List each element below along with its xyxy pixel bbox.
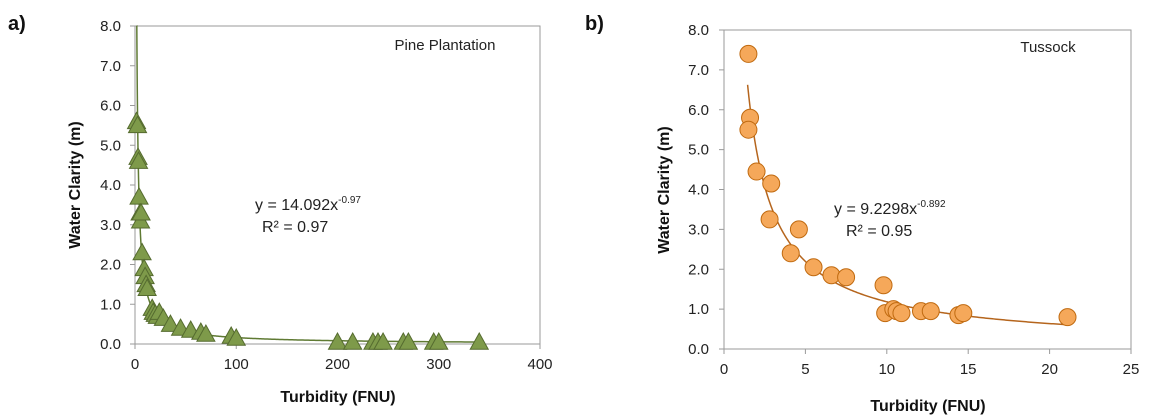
x-tick-label-a: 200 [325,356,350,373]
y-tick-label-a: 5.0 [100,137,121,154]
points-b [739,44,1077,327]
y-tick-label-a: 6.0 [100,98,121,115]
data-point-b [781,244,800,263]
data-point-b [954,304,973,323]
y-tick-label-a: 2.0 [100,257,121,274]
data-point-a [398,331,419,350]
data-point-a [469,331,490,350]
data-point-a [137,278,157,297]
plot-frame-a [134,25,541,345]
equation-a: y = 14.092x-0.97 [255,195,361,214]
data-point-a [160,314,181,332]
x-tick-label-b: 20 [1041,361,1058,378]
r-squared-a: R² = 0.97 [262,219,328,236]
y-tick-label-b: 7.0 [688,62,709,79]
y-tick-label-b: 6.0 [688,102,709,119]
x-tick-label-b: 25 [1123,361,1140,378]
data-point-b [892,304,911,323]
y-tick-label-b: 5.0 [688,142,709,159]
data-point-b [747,162,766,181]
equation-exponent-a: -0.97 [338,195,361,206]
y-tick-label-b: 4.0 [688,182,709,199]
panel-a: a) 0.0 1.0 2.0 3.0 4.0 5.0 6.0 7.0 8.0 0 100 200 30… [8,13,553,406]
y-tick-label-a: 0.0 [100,336,121,353]
data-point-b [804,258,823,277]
data-point-a [373,331,393,350]
x-axis-label-a: Turbidity (FNU) [280,389,395,406]
annotation-a: Pine Plantation [395,37,496,54]
data-point-a [428,331,449,350]
data-point-a [131,202,151,221]
y-tick-label-a: 7.0 [100,58,121,75]
panel-label-b: b) [585,13,604,35]
panel-label-a: a) [8,13,26,35]
data-point-a [226,328,247,346]
y-tick-label-a: 8.0 [100,18,121,35]
data-point-a [342,331,363,350]
data-point-b [739,44,758,63]
y-tick-label-a: 3.0 [100,217,121,234]
data-point-b [1058,308,1077,327]
y-axis-label-a: Water Clarity (m) [67,121,84,248]
equation-text-b: y = 9.2298x [834,201,917,218]
y-axis-label-b: Water Clarity (m) [656,126,673,253]
y-tick-label-b: 3.0 [688,221,709,238]
x-tick-label-a: 400 [527,356,552,373]
y-ticks-a: 0.0 1.0 2.0 3.0 4.0 5.0 6.0 7.0 8.0 [100,18,135,353]
r-squared-b: R² = 0.95 [846,223,912,240]
data-point-a [196,324,216,342]
x-ticks-a: 0 100 200 300 400 [131,344,553,373]
panel-b: b) 0.0 1.0 2.0 3.0 4.0 5.0 6.0 7.0 8.0 0 5 10 15 20 2… [585,13,1139,415]
y-tick-label-b: 1.0 [688,301,709,318]
x-tick-label-b: 10 [878,361,895,378]
equation-exponent-b: -0.892 [917,199,946,210]
data-point-b [789,220,808,239]
data-point-b [874,276,893,295]
x-tick-label-b: 5 [801,361,809,378]
points-a [126,111,490,350]
equation-text-a: y = 14.092x [255,197,338,214]
data-point-b [837,268,856,287]
x-tick-label-b: 15 [960,361,977,378]
data-point-a [129,186,149,205]
trendline-a [136,25,480,343]
data-point-b [762,174,781,193]
data-point-a [127,115,148,134]
y-tick-label-a: 4.0 [100,177,121,194]
x-tick-label-b: 0 [720,361,728,378]
x-tick-label-a: 300 [426,356,451,373]
x-tick-label-a: 100 [224,356,249,373]
y-tick-label-b: 2.0 [688,261,709,278]
equation-b: y = 9.2298x-0.892 [834,199,946,218]
data-point-b [760,210,779,229]
data-point-a [327,331,348,350]
y-tick-label-b: 8.0 [688,22,709,39]
y-tick-label-a: 1.0 [100,296,121,313]
x-ticks-b: 0 5 10 15 20 25 [720,349,1140,378]
data-point-a [128,151,149,169]
y-ticks-b: 0.0 1.0 2.0 3.0 4.0 5.0 6.0 7.0 8.0 [688,22,724,358]
y-tick-label-b: 0.0 [688,341,709,358]
x-tick-label-a: 0 [131,356,139,373]
data-point-a [132,242,152,261]
x-axis-label-b: Turbidity (FNU) [870,398,985,415]
data-point-b [921,302,940,321]
plot-frame-b [723,29,1132,350]
data-point-b [739,120,758,139]
annotation-b: Tussock [1020,39,1076,56]
